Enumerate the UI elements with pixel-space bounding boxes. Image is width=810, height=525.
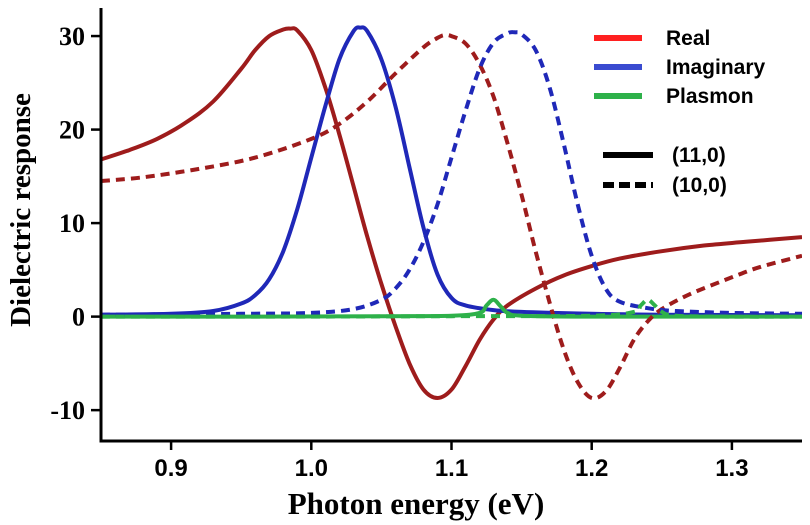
series-line-real-11-0: [101, 26, 802, 400]
x-tick-label: 1.1: [435, 455, 468, 482]
series-layer: [101, 25, 802, 401]
legend-label-tube-11-0: (11,0): [672, 144, 726, 167]
x-tick-label: 0.9: [154, 455, 187, 482]
legend-label-plasmon: Plasmon: [666, 85, 754, 108]
x-tick-label: 1.0: [295, 455, 328, 482]
y-tick-label: 10: [59, 209, 85, 238]
y-tick-label: -10: [50, 396, 85, 425]
legend-label-tube-10-0: (10,0): [672, 174, 727, 197]
series-line-plasmon-10-0: [101, 297, 802, 319]
ticks-layer: 0.9 1.0 1.1 1.2 1.3 -10 0 10 20 30: [50, 22, 748, 482]
legend-label-real: Real: [666, 27, 710, 50]
y-axis-title: Dielectric response: [5, 93, 37, 327]
legend: Real Imaginary Plasmon (11,0) (10,0): [594, 27, 766, 197]
x-axis-title: Photon energy (eV): [288, 486, 545, 521]
y-tick-label: 30: [59, 22, 85, 51]
series-line-real-10-0: [101, 32, 802, 401]
y-tick-label: 0: [72, 303, 85, 332]
legend-label-imaginary: Imaginary: [666, 56, 766, 79]
x-tick-label: 1.2: [575, 455, 608, 482]
x-tick-label: 1.3: [715, 455, 748, 482]
series-line-imaginary-11-0: [101, 25, 802, 318]
y-tick-label: 20: [59, 116, 85, 145]
